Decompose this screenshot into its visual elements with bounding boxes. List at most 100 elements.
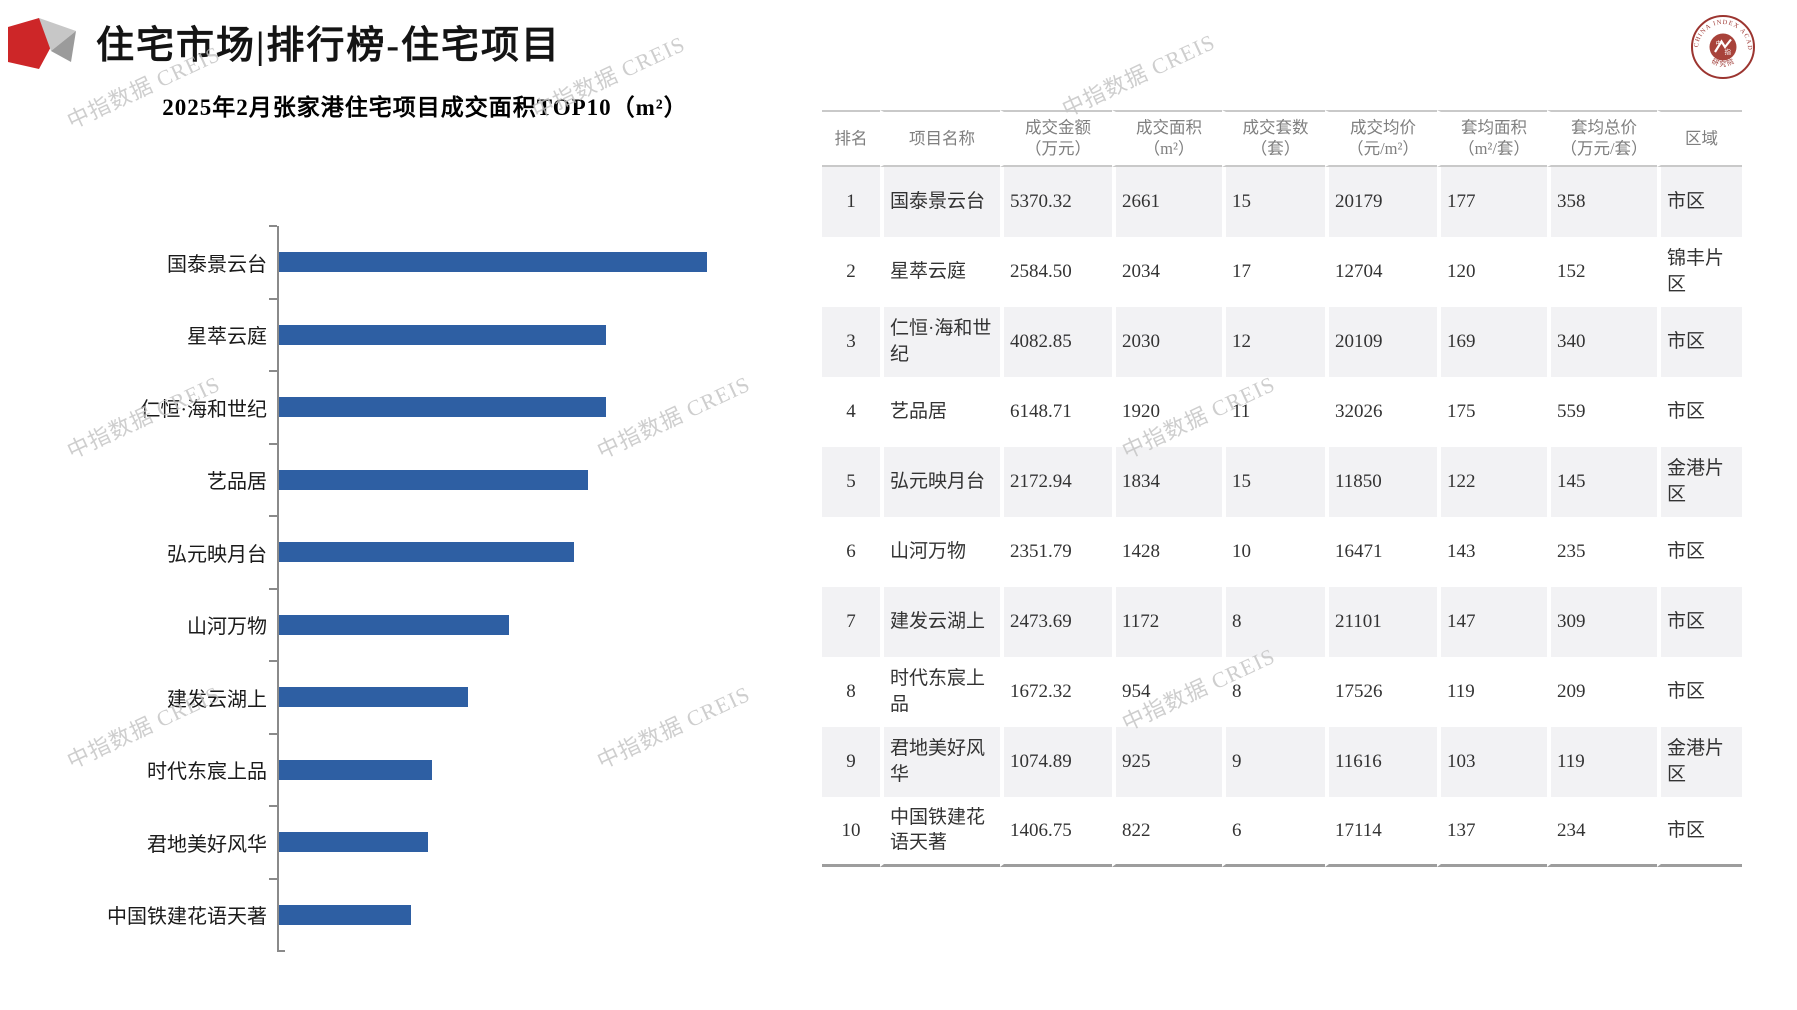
cell-region: 市区 (1657, 516, 1742, 587)
report-logo-mark-icon (8, 18, 76, 69)
bar (279, 397, 606, 417)
bar-track (269, 515, 729, 589)
cell-area: 925 (1112, 726, 1222, 797)
table-row: 4 艺品居 6148.71 1920 11 32026 175 559 市区 (822, 376, 1742, 447)
chart-category-row: 仁恒·海和世纪 (80, 370, 729, 444)
table-row: 10 中国铁建花语天著 1406.75 822 6 17114 137 234 市区 (822, 796, 1742, 867)
cell-avg_area: 137 (1437, 796, 1547, 867)
cell-avg_total: 119 (1547, 726, 1657, 797)
table-row: 1 国泰景云台 5370.32 2661 15 20179 177 358 市区 (822, 166, 1742, 237)
cell-avg_price: 12704 (1325, 236, 1437, 307)
bar-track (269, 587, 729, 661)
cell-avg_area: 122 (1437, 446, 1547, 517)
column-header-rank: 排名 (822, 110, 880, 167)
cell-amount: 1406.75 (1000, 796, 1112, 867)
cell-avg_area: 169 (1437, 306, 1547, 377)
cell-avg_price: 20179 (1325, 166, 1437, 237)
cell-amount: 5370.32 (1000, 166, 1112, 237)
cell-avg_total: 340 (1547, 306, 1657, 377)
bar (279, 252, 707, 272)
bar (279, 469, 588, 490)
cell-region: 金港片区 (1657, 726, 1742, 797)
chart-category-row: 君地美好风华 (80, 805, 729, 879)
column-header-unit: （m²） (1143, 139, 1195, 159)
column-header-avg_total: 套均总价 （万元/套） (1547, 110, 1657, 167)
cell-avg_total: 358 (1547, 166, 1657, 237)
cell-units: 11 (1222, 376, 1325, 447)
cell-rank: 3 (822, 306, 880, 377)
column-header-name: 项目名称 (880, 110, 1000, 167)
logo-center-right-char: 指 (1725, 47, 1732, 56)
cell-avg_price: 32026 (1325, 376, 1437, 447)
chart-category-row: 建发云湖上 (80, 660, 729, 734)
bar (279, 324, 607, 345)
cell-avg_total: 235 (1547, 516, 1657, 587)
cell-avg_area: 120 (1437, 236, 1547, 307)
axis-bottom-tick (277, 950, 285, 952)
table-header: 排名 项目名称 成交金额 （万元） 成交面积 （m²） 成交套数 （套） 成交均价 （元/m²） 套… (822, 110, 1742, 167)
svg-text:研 究 院: 研 究 院 (1710, 57, 1735, 69)
cell-avg_price: 16471 (1325, 516, 1437, 587)
cell-amount: 1672.32 (1000, 656, 1112, 727)
cell-rank: 5 (822, 446, 880, 517)
bar-category-label: 君地美好风华 (147, 833, 267, 856)
cell-units: 6 (1222, 796, 1325, 867)
bar-track (269, 660, 729, 734)
bar (279, 832, 428, 852)
cell-avg_price: 20109 (1325, 306, 1437, 377)
cell-units: 12 (1222, 306, 1325, 377)
cell-amount: 2172.94 (1000, 446, 1112, 517)
table-row: 8 时代东宸上品 1672.32 954 8 17526 119 209 市区 (822, 656, 1742, 727)
column-header-amount: 成交金额 （万元） (1000, 110, 1112, 167)
table-header-row: 排名 项目名称 成交金额 （万元） 成交面积 （m²） 成交套数 （套） 成交均价 （元/m²） 套… (822, 110, 1742, 167)
cell-avg_area: 119 (1437, 656, 1547, 727)
cell-region: 市区 (1657, 796, 1742, 867)
cell-area: 1172 (1112, 586, 1222, 657)
chart-category-row: 星萃云庭 (80, 297, 729, 371)
cell-name: 建发云湖上 (880, 586, 1000, 657)
cell-area: 954 (1112, 656, 1222, 727)
column-header-region: 区域 (1657, 110, 1742, 167)
cell-rank: 8 (822, 656, 880, 727)
column-header-avg_price: 成交均价 （元/m²） (1325, 110, 1437, 167)
cell-amount: 4082.85 (1000, 306, 1112, 377)
bar-track (269, 877, 729, 951)
bar-category-label: 国泰景云台 (167, 253, 267, 276)
bar (279, 687, 468, 707)
cell-rank: 9 (822, 726, 880, 797)
column-header-label: 成交金额 (1025, 118, 1091, 137)
cell-area: 2034 (1112, 236, 1222, 307)
column-header-unit: （万元） (1025, 139, 1091, 159)
cell-avg_price: 11616 (1325, 726, 1437, 797)
column-header-units: 成交套数 （套） (1222, 110, 1325, 167)
bar-track (269, 370, 729, 444)
cell-units: 9 (1222, 726, 1325, 797)
cell-amount: 6148.71 (1000, 376, 1112, 447)
bar-track (269, 732, 729, 806)
cell-units: 15 (1222, 446, 1325, 517)
bar-track (269, 442, 729, 516)
chart-category-row: 弘元映月台 (80, 515, 729, 589)
bar-category-label: 山河万物 (187, 616, 267, 639)
bar-category-label: 弘元映月台 (167, 543, 267, 566)
cell-units: 8 (1222, 586, 1325, 657)
cell-region: 市区 (1657, 376, 1742, 447)
cell-avg_area: 177 (1437, 166, 1547, 237)
bar-track (269, 297, 729, 371)
table-row: 2 星萃云庭 2584.50 2034 17 12704 120 152 锦丰片区 (822, 236, 1742, 307)
cell-avg_price: 17114 (1325, 796, 1437, 867)
column-header-label: 项目名称 (909, 128, 975, 148)
bar-track (269, 805, 729, 879)
cell-avg_area: 103 (1437, 726, 1547, 797)
chart-category-row: 时代东宸上品 (80, 732, 729, 806)
table-row: 6 山河万物 2351.79 1428 10 16471 143 235 市区 (822, 516, 1742, 587)
cell-units: 17 (1222, 236, 1325, 307)
table-row: 3 仁恒·海和世纪 4082.85 2030 12 20109 169 340 市区 (822, 306, 1742, 377)
cell-avg_area: 175 (1437, 376, 1547, 447)
column-header-label: 成交面积 (1136, 118, 1202, 137)
cell-name: 中国铁建花语天著 (880, 796, 1000, 867)
cell-name: 仁恒·海和世纪 (880, 306, 1000, 377)
table-row: 7 建发云湖上 2473.69 1172 8 21101 147 309 市区 (822, 586, 1742, 657)
bar-track (269, 225, 729, 299)
